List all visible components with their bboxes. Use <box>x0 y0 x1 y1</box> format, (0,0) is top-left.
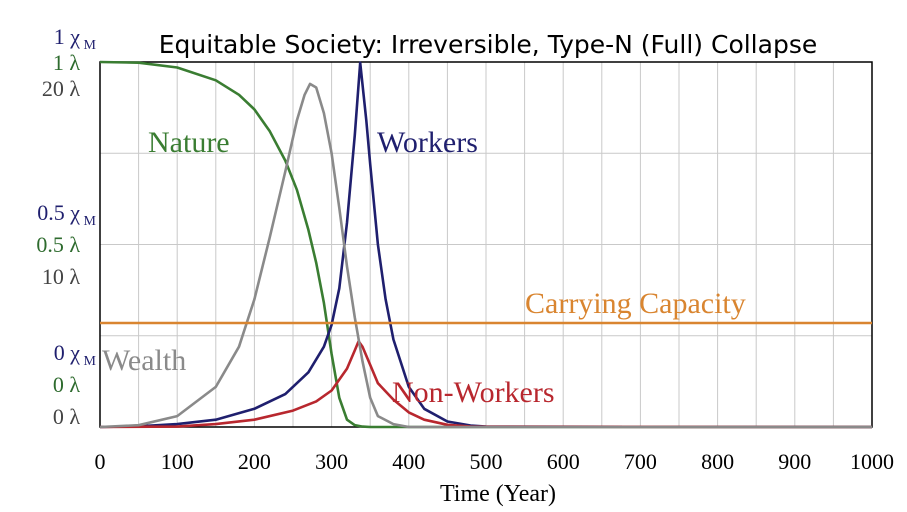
x-axis-ticks: 0 100 200 300 400 500 600 700 800 900 1000 <box>95 449 895 474</box>
x-tick-label: 800 <box>701 449 734 474</box>
y-axis-label: 0 χ <box>54 340 81 365</box>
y-axis-label-subscript: M <box>84 354 97 369</box>
x-tick-label: 500 <box>470 449 503 474</box>
y-axis-label: 0 λ <box>53 404 81 429</box>
series-layer <box>99 60 873 429</box>
y-axis-label: 0.5 λ <box>36 232 80 257</box>
series-line-nature <box>99 60 872 429</box>
y-axis-label-subscript: M <box>84 38 97 53</box>
x-tick-label: 200 <box>238 449 271 474</box>
chart-title: Equitable Society: Irreversible, Type-N … <box>159 30 817 59</box>
x-tick-label: 700 <box>624 449 657 474</box>
series-label-non-workers: Non-Workers <box>392 376 555 409</box>
y-axis-label: 0.5 χ <box>37 200 80 225</box>
x-tick-label: 600 <box>547 449 580 474</box>
series-line-wealth <box>99 82 872 429</box>
y-axis-label: 1 λ <box>53 50 81 75</box>
x-tick-label: 0 <box>95 449 106 474</box>
y-axis-label-subscript: M <box>84 214 97 229</box>
x-tick-label: 300 <box>315 449 348 474</box>
series-label-carrying-capacity: Carrying Capacity <box>525 287 746 320</box>
series-line-workers <box>99 61 873 429</box>
y-axis-label: 20 λ <box>42 76 81 101</box>
x-tick-label: 400 <box>392 449 425 474</box>
grid <box>99 61 873 428</box>
x-tick-label: 900 <box>778 449 811 474</box>
series-labels: Nature Workers Non-Workers Wealth Carrying C… <box>102 126 746 409</box>
y-axis-label: 1 χ <box>54 24 81 49</box>
series-label-nature: Nature <box>148 126 230 159</box>
x-tick-label: 100 <box>161 449 194 474</box>
y-axis-label: 10 λ <box>42 264 81 289</box>
series-label-wealth: Wealth <box>102 344 186 377</box>
y-axis-label: 0 λ <box>53 372 81 397</box>
y-axis-labels: 1 χ M1 λ20 λ0.5 χ M0.5 λ10 λ0 χ M0 λ0 λ <box>36 24 96 429</box>
x-axis-label: Time (Year) <box>440 481 556 507</box>
series-label-workers: Workers <box>377 126 478 159</box>
x-tick-label: 1000 <box>850 449 894 474</box>
